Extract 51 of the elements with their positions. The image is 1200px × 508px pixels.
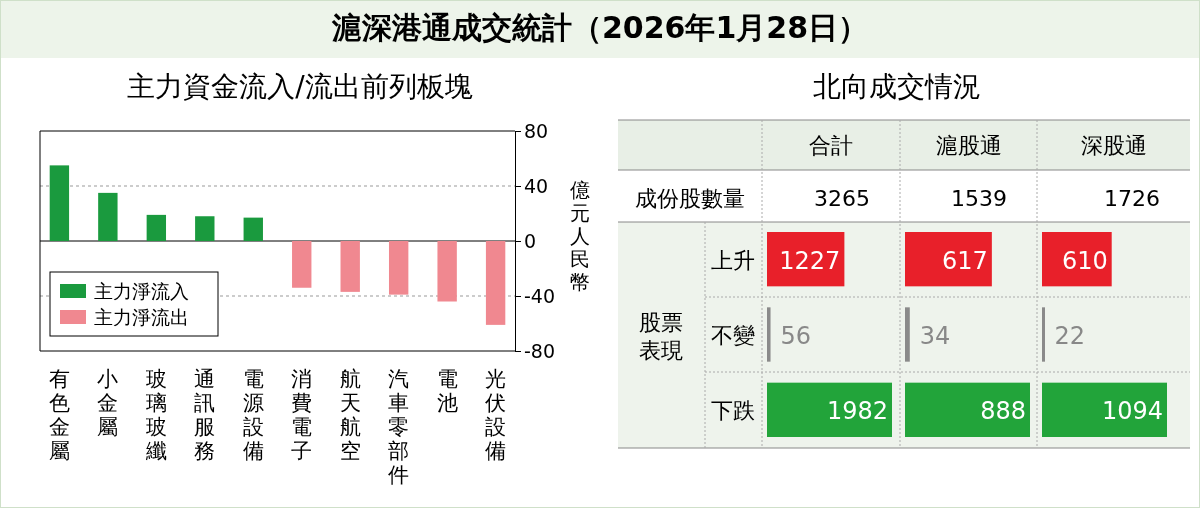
data-label: 1094 (1101, 397, 1163, 426)
text: 1726 (1104, 186, 1160, 211)
x-tick-label: 光伏設備 (485, 367, 507, 463)
data-label: 1227 (779, 246, 841, 275)
bar (485, 241, 506, 325)
x-tick-label: 消費電子 (291, 367, 313, 463)
bar (437, 241, 457, 302)
y-tick-label: 下跌 (711, 398, 755, 423)
bar (340, 241, 360, 292)
data-label: 56 (780, 322, 812, 350)
legend-label: 主力淨流入 (94, 280, 189, 302)
chart-title: 深股通 (1080, 133, 1147, 158)
x-tick-label: 小金屬 (97, 367, 119, 439)
text: 3265 (814, 186, 870, 211)
x-tick-label: 有色金屬 (48, 367, 70, 463)
data-label: 617 (942, 246, 988, 275)
x-tick-label: 通訊服務 (194, 367, 216, 463)
bar (292, 241, 312, 288)
chart-title: 滬股通 (935, 133, 1002, 158)
y-tick-label: 0 (524, 229, 537, 252)
y-axis-title: 股票表現 (639, 310, 683, 363)
data-label: 1982 (826, 397, 888, 426)
y-tick-label: -80 (524, 339, 556, 362)
chart-subtitle: 合計 (809, 133, 853, 158)
text: 成份股數量 (635, 186, 745, 211)
chart-subtitle: 主力資金流入/流出前列板塊 (127, 70, 473, 103)
data-label: 34 (919, 322, 951, 350)
data-label: 888 (980, 397, 1026, 426)
x-tick-label: 電池 (436, 367, 458, 415)
chart-title: 北向成交情況 (813, 70, 981, 103)
text: 滬深港通成交統計（2026年1月28日） (330, 10, 869, 45)
x-tick-label: 玻璃玻纖 (144, 367, 167, 463)
x-tick-label: 電源設備 (242, 367, 264, 463)
bar (146, 214, 167, 241)
x-tick-label: 航天航空 (339, 367, 361, 463)
x-tick-label: 汽車零部件 (388, 367, 410, 487)
data-label: 22 (1054, 322, 1086, 350)
y-tick-label: 80 (524, 119, 549, 142)
y-axis-title: 億元人民幣 (570, 178, 590, 294)
bar (49, 165, 70, 241)
data-label: 610 (1061, 246, 1108, 275)
bar (98, 192, 118, 241)
y-tick-label: -40 (524, 284, 556, 307)
legend-label: 主力淨流出 (94, 306, 189, 328)
y-tick-label: 上升 (711, 247, 755, 273)
bar (388, 241, 409, 295)
bar (195, 216, 215, 241)
y-tick-label: 不變 (711, 322, 755, 348)
bar (243, 217, 263, 241)
y-tick-label: 40 (524, 174, 549, 197)
text: 1539 (951, 186, 1007, 211)
